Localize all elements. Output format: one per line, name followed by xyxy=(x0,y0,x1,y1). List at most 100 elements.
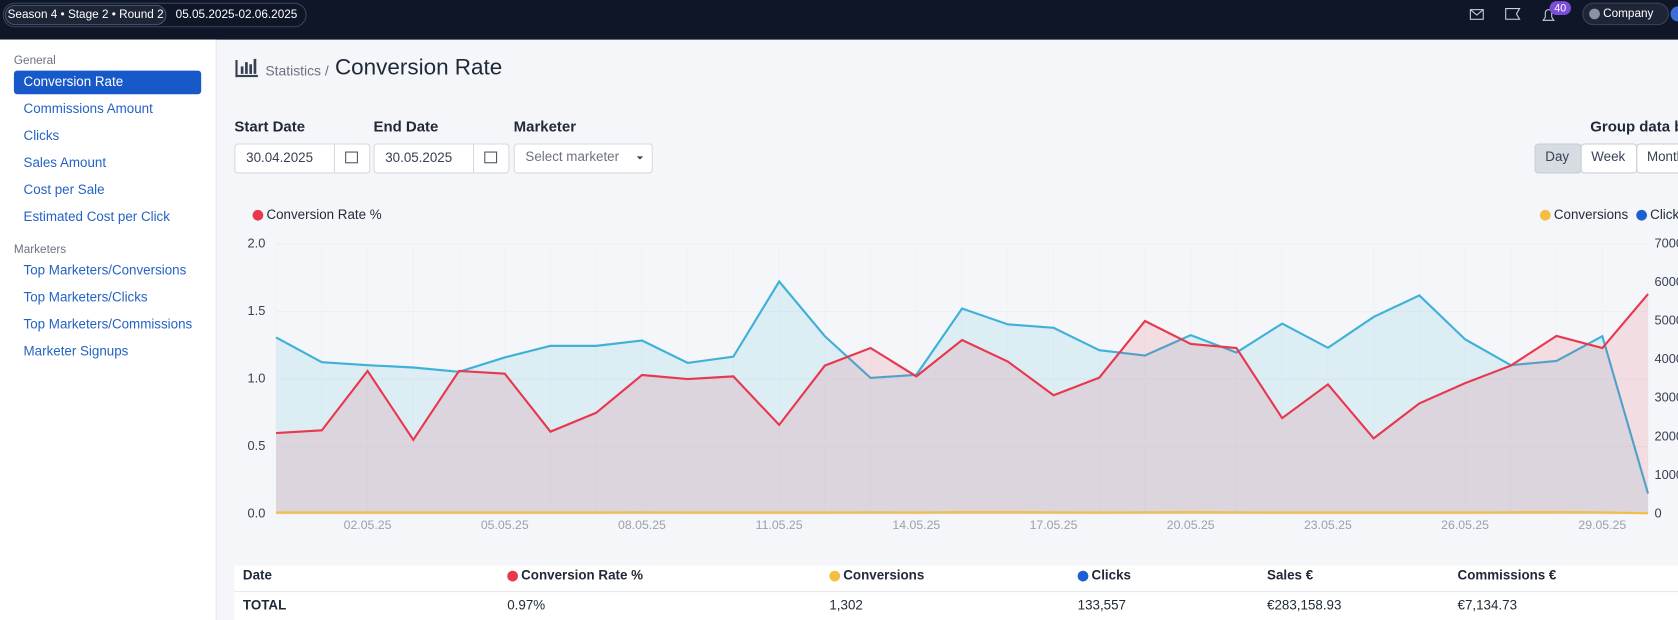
menu-item[interactable]: Top Marketers/Commissions xyxy=(24,317,193,332)
calendar-icon[interactable] xyxy=(484,151,498,164)
x-tick-label: 08.05.25 xyxy=(618,518,666,532)
x-tick-label: 23.05.25 xyxy=(1304,518,1352,532)
table xyxy=(234,565,1678,620)
x-tick-label: 11.05.25 xyxy=(756,518,803,532)
table-cell: 133,557 xyxy=(1078,598,1126,613)
x-tick-label: 14.05.25 xyxy=(892,518,940,532)
season-dates: 05.05.2025-02.06.2025 xyxy=(176,8,298,21)
table-header[interactable]: Clicks xyxy=(1092,568,1131,583)
filter-label: Marketer xyxy=(514,118,577,135)
breadcrumb-parent[interactable]: Statistics / xyxy=(265,62,328,78)
date-input[interactable] xyxy=(234,143,371,174)
menu-item[interactable]: Sales Amount xyxy=(24,155,107,170)
season-pill[interactable] xyxy=(2,2,307,28)
y2-tick-label: 2000 xyxy=(1654,428,1678,443)
x-tick-label: 20.05.25 xyxy=(1167,518,1215,532)
filter-label: Group data by xyxy=(1590,118,1678,135)
legend-label[interactable]: Conversion Rate % xyxy=(266,207,381,222)
section-title: General xyxy=(14,54,56,67)
x-tick-label: 02.05.25 xyxy=(344,518,392,532)
menu-item[interactable]: Commissions Amount xyxy=(24,101,154,116)
page-title: Conversion Rate xyxy=(335,54,502,79)
header-dot xyxy=(829,570,841,582)
legend-label[interactable]: Clicks xyxy=(1650,207,1678,222)
menu-item[interactable]: Cost per Sale xyxy=(24,182,105,197)
badge xyxy=(1549,1,1571,15)
line xyxy=(276,511,1649,515)
table-cell: 1,302 xyxy=(829,598,862,613)
group-option: Week xyxy=(1591,149,1625,164)
line xyxy=(276,293,1649,442)
table-cell: €283,158.93 xyxy=(1267,598,1341,613)
table-body: Date TOTAL Conversion Rate % 0.97% Conversio… xyxy=(243,568,1557,613)
group-button[interactable] xyxy=(1636,143,1678,174)
group-option: Month xyxy=(1647,149,1678,164)
season: Season 4 • Stage 2 • Round 2 xyxy=(8,8,164,21)
calendar-icon[interactable] xyxy=(345,151,358,164)
avatar[interactable] xyxy=(1670,6,1678,22)
menu-item[interactable]: Estimated Cost per Click xyxy=(24,209,171,224)
menu-item[interactable]: Top Marketers/Conversions xyxy=(24,263,187,278)
badge-count: 40 xyxy=(1554,2,1566,14)
filter-label: End Date xyxy=(373,118,438,135)
company-pill[interactable] xyxy=(1582,2,1669,26)
season-inner xyxy=(4,4,167,26)
y2-tick-label: 4000 xyxy=(1654,351,1678,366)
end-date[interactable]: 30.05.2025 xyxy=(385,150,452,165)
table-cell: 0.97% xyxy=(507,598,545,613)
menu-item[interactable]: Marketer Signups xyxy=(24,344,129,359)
marketer-select[interactable] xyxy=(513,143,653,174)
mail-icon[interactable] xyxy=(1469,9,1484,20)
area xyxy=(276,281,1649,514)
menu-item[interactable]: Conversion Rate xyxy=(24,74,124,89)
chart: 0.0 0.5 1.0 1.5 2.0 0 1000 2000 3000 4000 5000 6000… xyxy=(248,207,1678,532)
table-header[interactable]: Conversion Rate % xyxy=(521,568,643,583)
active-item xyxy=(13,70,202,95)
x-tick-label: 05.05.25 xyxy=(481,518,529,532)
x-tick-label: 29.05.25 xyxy=(1578,518,1626,532)
sidebar-menu: General Conversion Rate Commissions Amount… xyxy=(13,54,202,359)
header-dot xyxy=(507,570,518,582)
table-cell: TOTAL xyxy=(243,598,286,613)
flag-icon[interactable] xyxy=(1505,8,1521,20)
menu-item[interactable]: Top Marketers/Clicks xyxy=(24,290,148,305)
y-tick-label: 0.0 xyxy=(248,505,266,520)
start-date[interactable]: 30.04.2025 xyxy=(246,150,313,165)
table-header[interactable]: Date xyxy=(243,568,272,583)
table-header[interactable]: Sales € xyxy=(1267,568,1314,583)
y2-tick-label: 3000 xyxy=(1654,390,1678,405)
legend-swatch xyxy=(1636,209,1647,221)
company-logo xyxy=(1589,8,1600,20)
legend-swatch xyxy=(1539,209,1551,221)
x-tick-label: 17.05.25 xyxy=(1030,518,1078,532)
company: Company xyxy=(1603,7,1653,20)
y2-tick-label: 0 xyxy=(1654,505,1661,520)
mail-icon-flap xyxy=(1470,9,1484,16)
topbar xyxy=(0,0,1678,40)
header-dot xyxy=(1077,570,1089,582)
area xyxy=(276,294,1649,514)
x-tick-label: 26.05.25 xyxy=(1441,518,1489,532)
table-header[interactable]: Commissions € xyxy=(1458,568,1557,583)
section-title: Marketers xyxy=(14,243,66,256)
y-tick-label: 2.0 xyxy=(248,236,266,251)
marketer-placeholder: Select marketer xyxy=(525,149,619,164)
y2-tick-label: 1000 xyxy=(1654,467,1678,482)
legend-label[interactable]: Conversions xyxy=(1554,207,1629,222)
menu-item[interactable]: Clicks xyxy=(24,128,60,143)
chart-icon xyxy=(235,58,258,78)
bell-icon[interactable] xyxy=(1542,9,1555,21)
y-tick-label: 0.5 xyxy=(248,438,266,453)
legend-swatch xyxy=(252,209,264,221)
caret xyxy=(636,156,644,160)
y2-tick-label: 5000 xyxy=(1654,313,1678,328)
filter-label: Start Date xyxy=(234,118,305,135)
table-header[interactable]: Conversions xyxy=(843,568,924,583)
group-option: Day xyxy=(1545,149,1569,164)
y-tick-label: 1.5 xyxy=(248,303,266,318)
table-cell: €7,134.73 xyxy=(1458,598,1517,613)
date-input[interactable] xyxy=(373,143,510,174)
